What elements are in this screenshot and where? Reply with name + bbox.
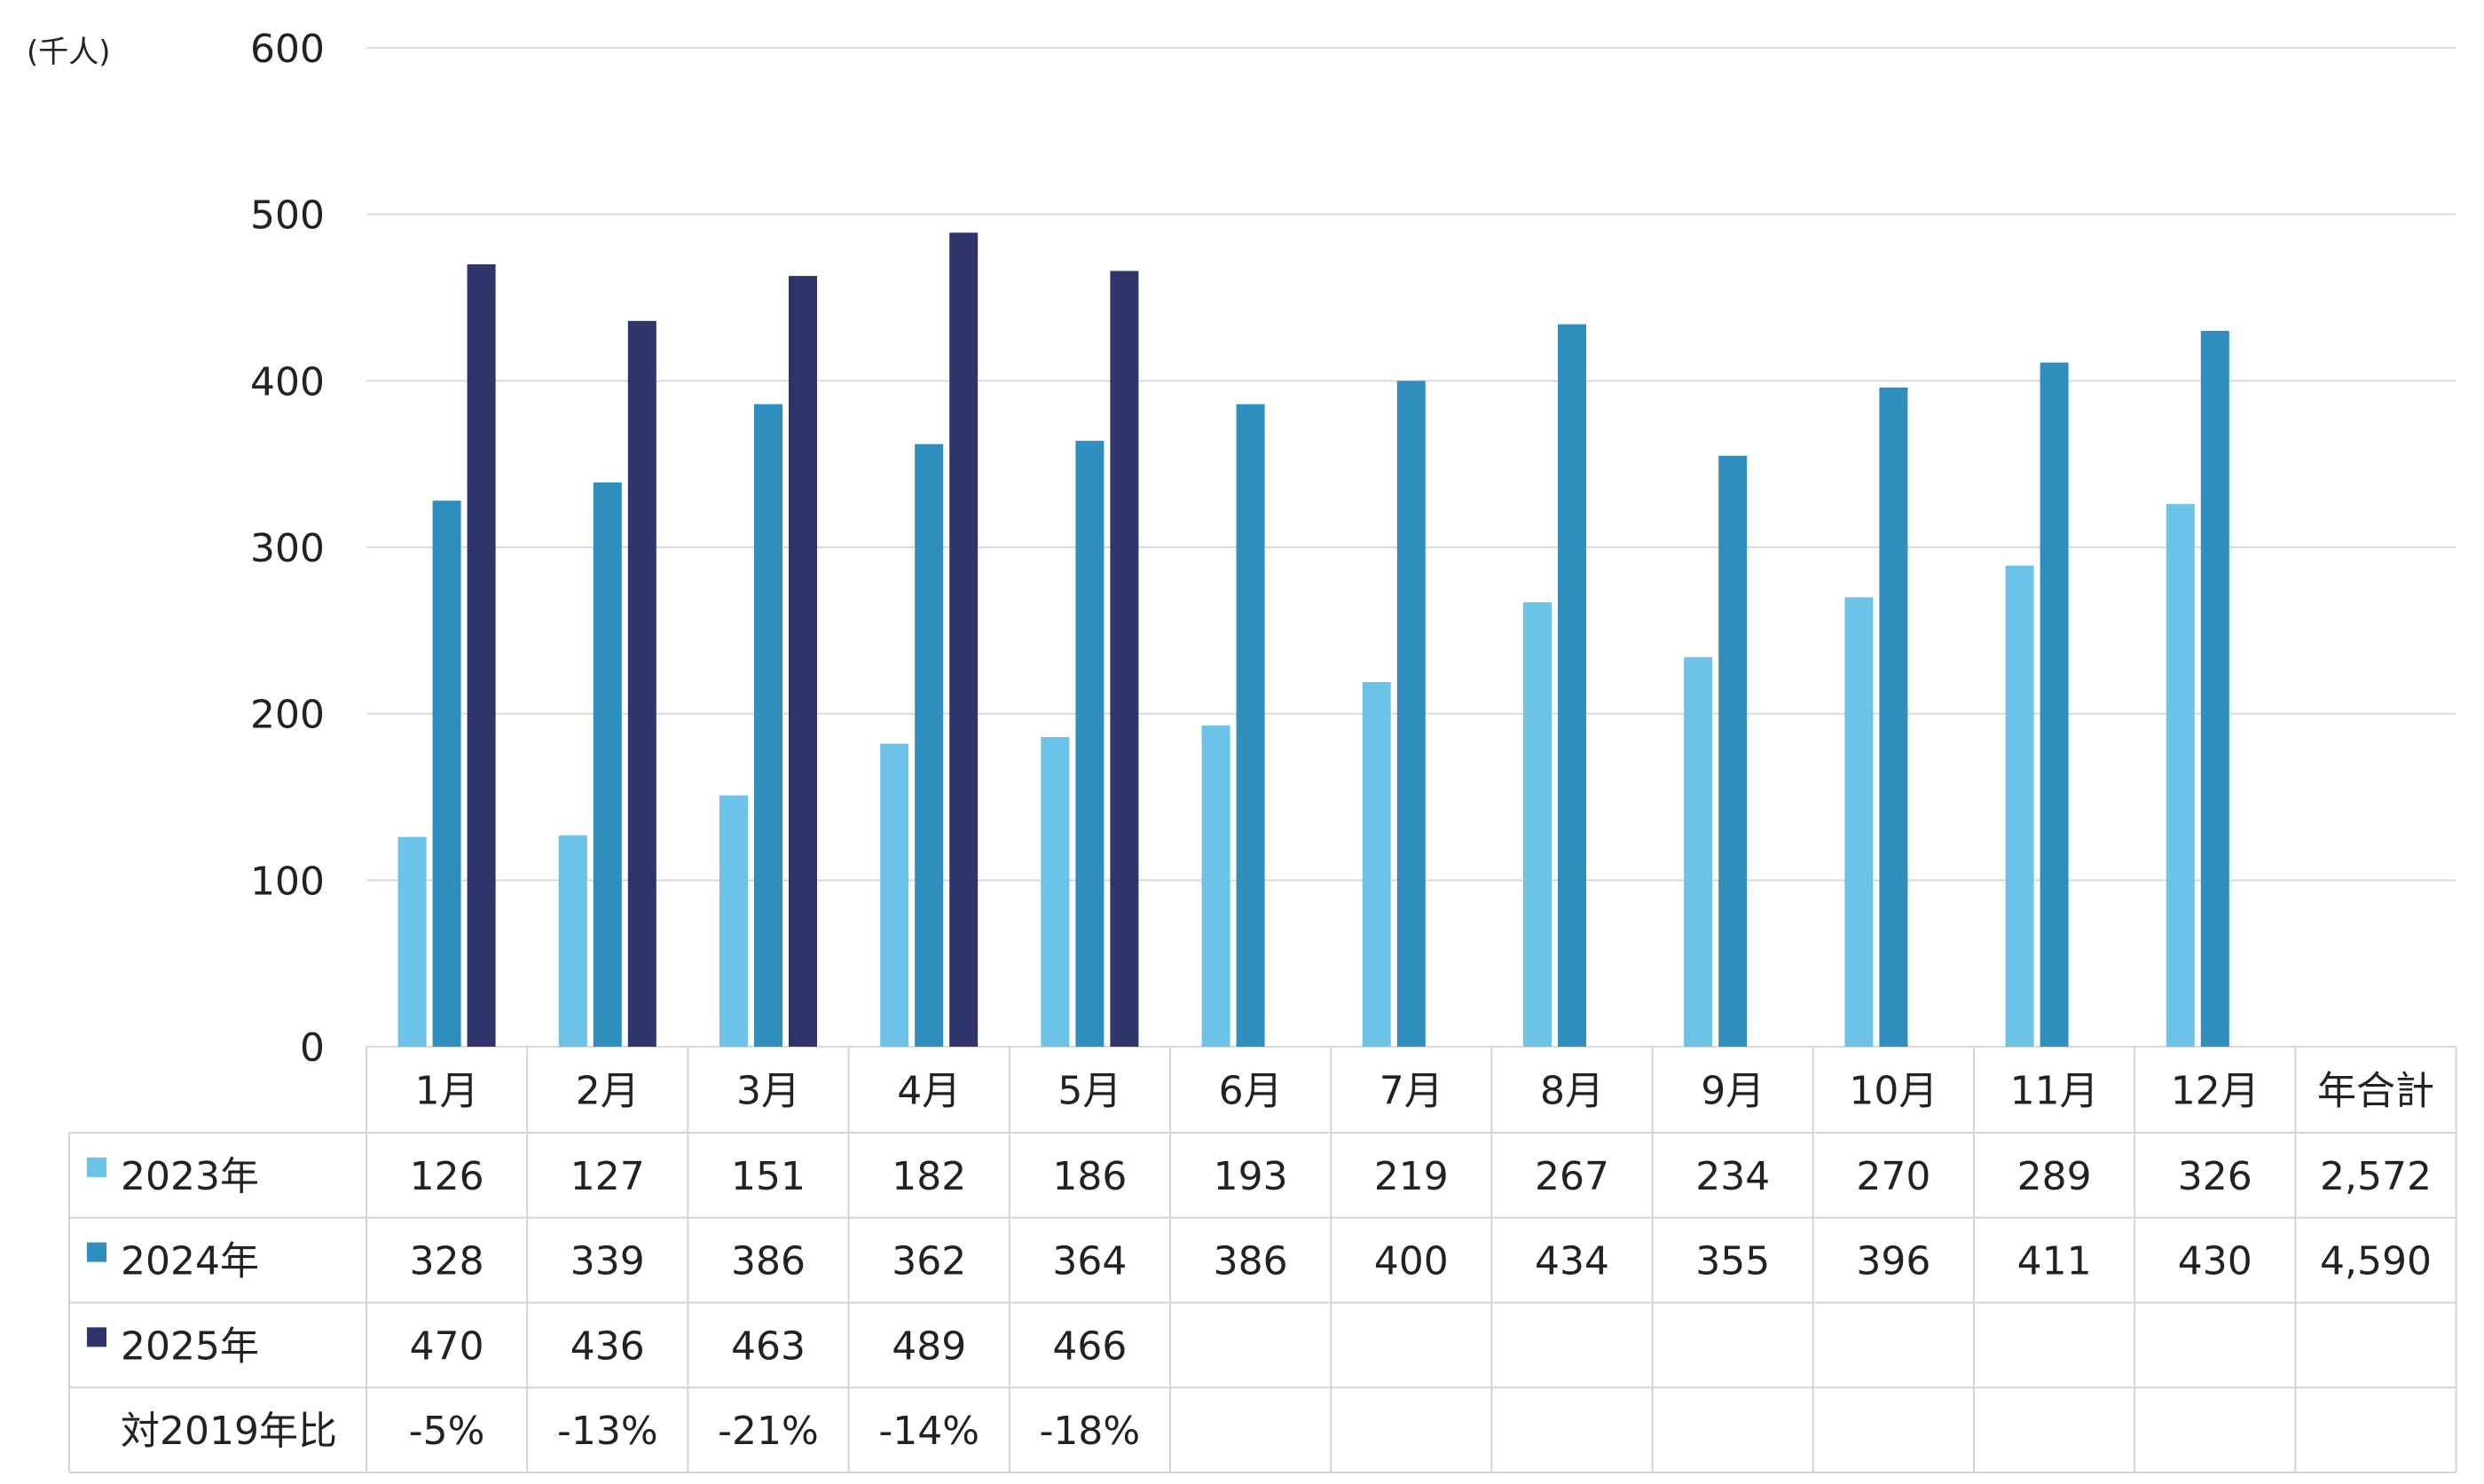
data-label: 364: [1052, 1239, 1127, 1284]
bar-2023年-4月: [880, 743, 909, 1047]
bar-2023年-11月: [2005, 565, 2034, 1047]
bar-2023年-7月: [1362, 682, 1391, 1047]
bar-2023年-10月: [1844, 597, 1874, 1047]
x-tick-label: 4月: [897, 1069, 961, 1114]
data-label: 430: [2178, 1239, 2252, 1284]
bar-2024年-10月: [1879, 387, 1908, 1048]
data-table: 1月 2月 3月 4月 5月 6月 7月 8月 9月 10月 11月 12月 年合計 2023年 126 12…: [68, 1047, 2457, 1473]
data-label: 126: [410, 1154, 484, 1199]
total-column-header: 年合計: [2317, 1069, 2434, 1114]
data-label: 186: [1052, 1154, 1127, 1199]
bars: [397, 232, 2229, 1048]
data-label: 182: [892, 1154, 966, 1199]
bar-2025年-1月: [467, 263, 496, 1047]
y-tick-label: 200: [250, 693, 325, 738]
bar-2023年-12月: [2166, 504, 2195, 1047]
data-label: 270: [1856, 1154, 1930, 1199]
bar-2024年-5月: [1075, 440, 1104, 1048]
legend-swatch: [87, 1327, 106, 1347]
data-label: 489: [892, 1323, 966, 1369]
data-label: 193: [1214, 1154, 1288, 1199]
bar-2024年-9月: [1718, 455, 1748, 1047]
ratio-value: -5%: [409, 1409, 485, 1454]
total-value: 2,572: [2320, 1154, 2432, 1199]
y-tick-label: 600: [250, 27, 325, 72]
x-tick-label: 8月: [1540, 1069, 1604, 1114]
data-label: 234: [1695, 1154, 1770, 1199]
legend-swatch: [87, 1242, 106, 1262]
data-label: 355: [1695, 1239, 1770, 1284]
data-label: 326: [2178, 1154, 2252, 1199]
ratio-value: -13%: [557, 1409, 658, 1454]
x-tick-label: 5月: [1057, 1069, 1121, 1114]
y-tick-label: 0: [300, 1025, 325, 1071]
data-label: 127: [570, 1154, 645, 1199]
x-tick-label: 3月: [736, 1069, 800, 1114]
y-tick-label: 300: [250, 526, 325, 571]
bar-2024年-7月: [1396, 381, 1426, 1047]
unit-label: (千人): [27, 35, 111, 70]
bar-2023年-1月: [397, 836, 427, 1047]
bar-2024年-12月: [2200, 331, 2229, 1047]
bar-2024年-4月: [915, 444, 944, 1047]
y-tick-label: 500: [250, 193, 325, 239]
legend-label: 2023年: [121, 1154, 259, 1199]
x-tick-label: 11月: [2010, 1069, 2099, 1114]
x-tick-label: 1月: [415, 1069, 479, 1114]
bar-2023年-6月: [1201, 725, 1230, 1047]
data-label: 411: [2017, 1239, 2092, 1284]
data-label: 362: [892, 1239, 966, 1284]
bar-2024年-3月: [754, 404, 782, 1047]
data-label: 400: [1374, 1239, 1449, 1284]
data-label: 267: [1535, 1154, 1609, 1199]
x-tick-label: 12月: [2171, 1069, 2260, 1114]
ratio-row-label: 対2019年比: [121, 1409, 337, 1454]
x-tick-label: 9月: [1701, 1069, 1765, 1114]
total-value: 4,590: [2320, 1239, 2432, 1284]
bar-2025年-2月: [627, 320, 656, 1048]
x-tick-label: 2月: [576, 1069, 640, 1114]
ratio-value: -18%: [1040, 1409, 1141, 1454]
data-label: 151: [731, 1154, 806, 1199]
bar-2025年-3月: [789, 276, 817, 1047]
data-label: 339: [570, 1239, 645, 1284]
bar-2024年-6月: [1236, 404, 1265, 1047]
bar-2023年-2月: [558, 835, 587, 1047]
bar-2024年-1月: [432, 500, 461, 1047]
data-label: 386: [1214, 1239, 1288, 1284]
bar-2024年-2月: [593, 482, 622, 1047]
ratio-value: -14%: [878, 1409, 979, 1454]
data-label: 470: [410, 1323, 484, 1369]
ratio-value: -21%: [718, 1409, 819, 1454]
y-tick-label: 100: [250, 859, 325, 904]
bar-2023年-3月: [719, 795, 748, 1047]
x-tick-label: 6月: [1219, 1069, 1283, 1114]
legend-swatch: [87, 1157, 106, 1177]
y-axis-tick-labels: 0 100 200 300 400 500 600: [250, 27, 325, 1071]
data-label: 219: [1374, 1154, 1449, 1199]
data-label: 466: [1052, 1323, 1127, 1369]
legend-label: 2025年: [121, 1323, 259, 1369]
bar-2024年-8月: [1558, 324, 1586, 1047]
bar-2023年-8月: [1523, 601, 1552, 1047]
bar-2025年-5月: [1110, 271, 1139, 1047]
data-label: 436: [570, 1323, 645, 1369]
bar-2024年-11月: [2040, 362, 2069, 1047]
bar-2025年-4月: [949, 232, 979, 1047]
data-label: 463: [731, 1323, 806, 1369]
bar-2023年-5月: [1041, 736, 1070, 1047]
legend-label: 2024年: [121, 1239, 259, 1284]
data-label: 289: [2017, 1154, 2092, 1199]
x-tick-label: 7月: [1380, 1069, 1443, 1114]
data-label: 396: [1856, 1239, 1930, 1284]
data-label: 328: [410, 1239, 484, 1284]
bar-2023年-9月: [1684, 656, 1713, 1047]
x-tick-label: 10月: [1849, 1069, 1938, 1114]
y-tick-label: 400: [250, 359, 325, 404]
data-label: 386: [731, 1239, 806, 1284]
data-label: 434: [1535, 1239, 1609, 1284]
